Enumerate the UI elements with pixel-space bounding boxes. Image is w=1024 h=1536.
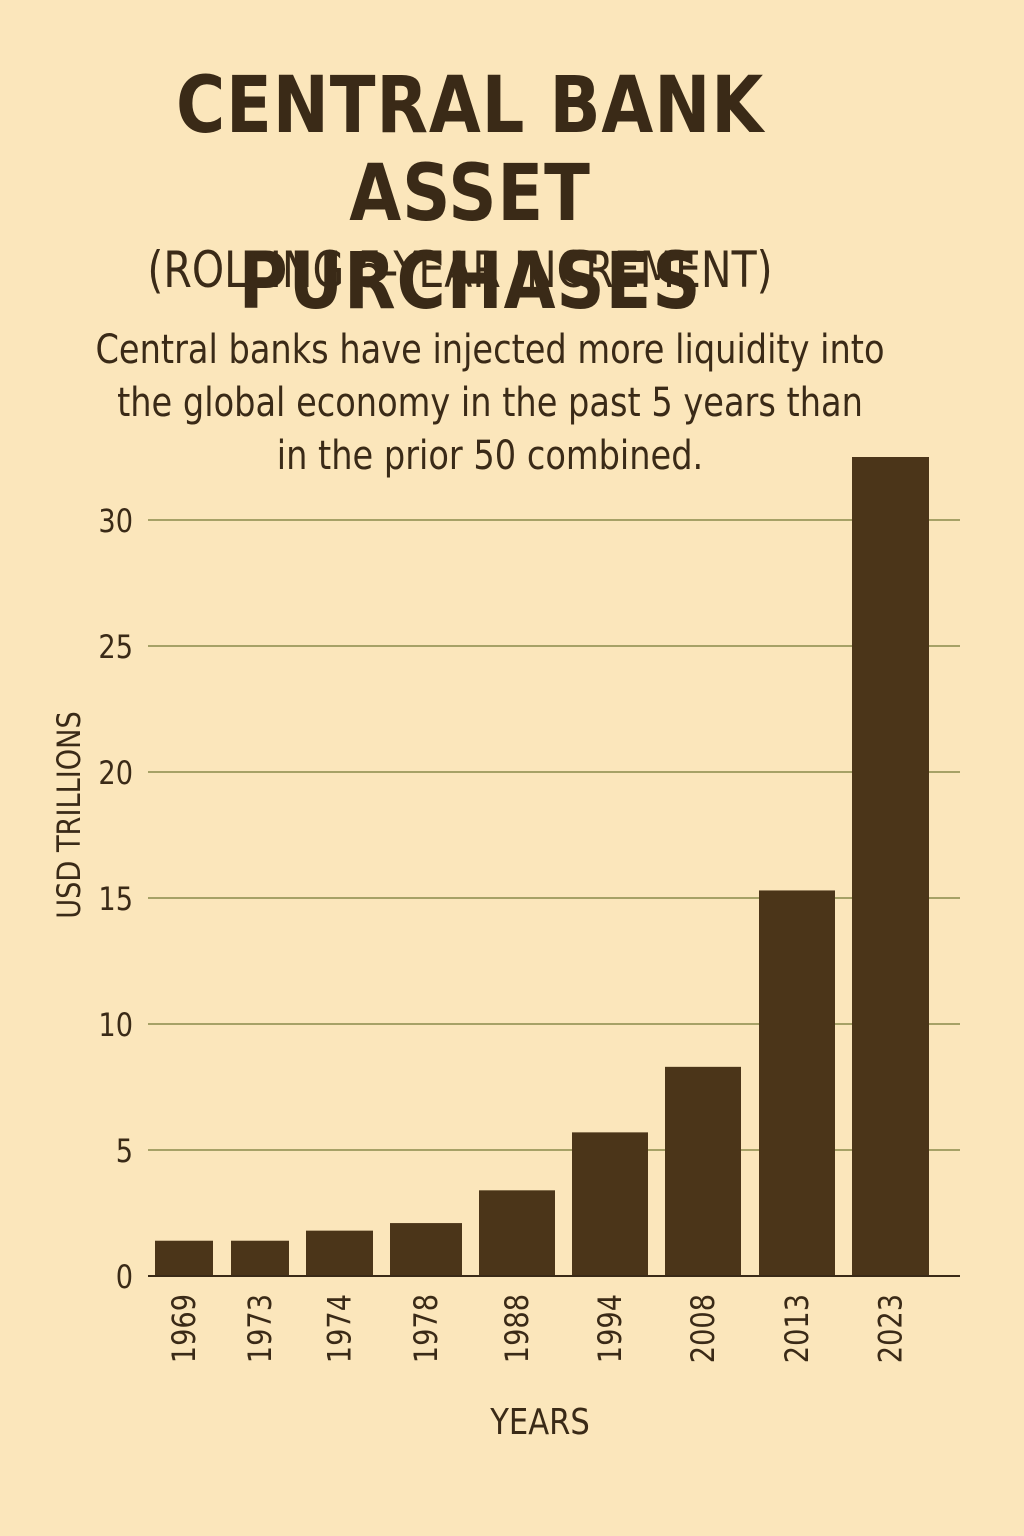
bar-1978 bbox=[390, 1223, 462, 1276]
chart-title: CENTRAL BANK ASSET PURCHASES bbox=[66, 62, 874, 326]
y-tick-label-0: 0 bbox=[116, 1259, 133, 1297]
chart-caption: Central banks have injected more liquidi… bbox=[78, 324, 901, 483]
y-axis-ticks: 0 5 10 15 20 25 30 bbox=[98, 503, 133, 1297]
x-tick-label-1988: 1988 bbox=[499, 1294, 537, 1363]
caption-line-2: the global economy in the past 5 years t… bbox=[117, 380, 863, 426]
y-tick-label-10: 10 bbox=[98, 1007, 133, 1045]
x-axis-title: YEARS bbox=[489, 1401, 590, 1443]
y-tick-label-20: 20 bbox=[98, 755, 133, 793]
bar-1974 bbox=[306, 1230, 373, 1276]
chart-title-line-2: PURCHASES bbox=[238, 237, 702, 327]
y-tick-label-5: 5 bbox=[116, 1133, 133, 1171]
x-tick-label-2023: 2023 bbox=[872, 1294, 910, 1363]
bar-1994 bbox=[572, 1132, 648, 1276]
y-tick-label-15: 15 bbox=[98, 881, 133, 919]
y-tick-label-25: 25 bbox=[98, 629, 133, 667]
x-tick-label-1969: 1969 bbox=[166, 1294, 204, 1363]
bar-1973 bbox=[231, 1240, 289, 1276]
x-tick-label-1994: 1994 bbox=[592, 1294, 630, 1363]
bar-1969 bbox=[155, 1240, 213, 1276]
x-tick-label-2008: 2008 bbox=[685, 1294, 723, 1363]
chart-subtitle: (ROLLING 5-YEAR INCREMENT) bbox=[147, 241, 773, 299]
bars bbox=[155, 457, 929, 1276]
x-tick-label-1978: 1978 bbox=[408, 1294, 446, 1363]
chart-title-line-1: CENTRAL BANK ASSET bbox=[175, 61, 765, 239]
x-axis-ticks: 1969 1973 1974 1978 1988 1994 2008 2013 2023 bbox=[166, 1294, 910, 1363]
caption-line-1: Central banks have injected more liquidi… bbox=[95, 327, 885, 373]
x-tick-label-2013: 2013 bbox=[779, 1294, 817, 1363]
x-tick-label-1973: 1973 bbox=[242, 1294, 280, 1363]
caption-line-3: in the prior 50 combined. bbox=[276, 433, 704, 479]
bar-2023 bbox=[852, 457, 929, 1276]
bar-2008 bbox=[665, 1066, 741, 1276]
bar-1988 bbox=[479, 1190, 555, 1276]
x-tick-label-1974: 1974 bbox=[321, 1294, 359, 1363]
bar-2013 bbox=[759, 890, 835, 1276]
y-axis-title: USD TRILLIONS bbox=[51, 711, 89, 919]
gridlines bbox=[148, 519, 960, 1151]
y-tick-label-30: 30 bbox=[98, 503, 133, 541]
